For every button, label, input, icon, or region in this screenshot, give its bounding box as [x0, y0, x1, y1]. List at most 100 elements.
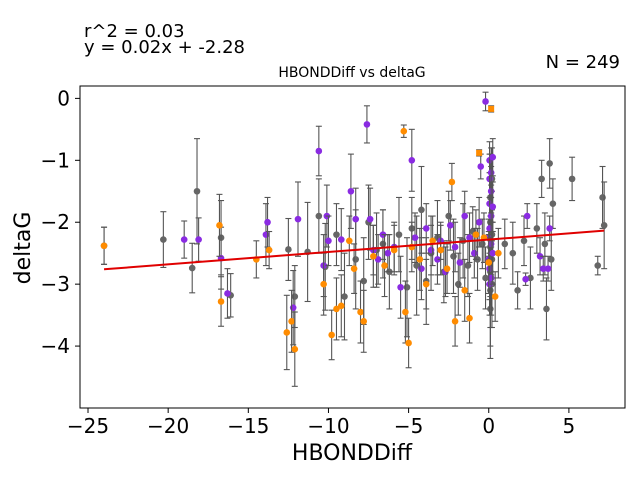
data-point [451, 243, 459, 251]
data-point-group [539, 255, 547, 282]
data-point [262, 231, 270, 238]
data-point-group [422, 258, 430, 310]
data-point [427, 246, 435, 254]
data-point [413, 262, 420, 269]
data-point-group [594, 255, 602, 276]
y-tick-label: 0 [57, 86, 70, 110]
data-point [536, 252, 544, 260]
data-point-group [304, 201, 311, 303]
data-point [328, 331, 335, 339]
data-point-group [416, 227, 424, 291]
plot-area [100, 91, 608, 387]
data-point [489, 153, 497, 161]
data-point-group [345, 215, 353, 267]
data-point [411, 234, 419, 242]
y-tick-label: −2 [41, 210, 70, 234]
data-point [283, 329, 291, 336]
data-point [479, 240, 486, 248]
data-point-group [544, 255, 552, 282]
data-point [546, 225, 553, 232]
data-point-group [451, 221, 459, 273]
data-point-group [488, 105, 495, 113]
data-point [289, 304, 297, 311]
data-point [445, 212, 452, 220]
data-point [509, 249, 517, 257]
data-point [285, 246, 292, 253]
data-point-group [427, 224, 435, 276]
data-point-group [538, 159, 545, 199]
data-point [188, 264, 196, 272]
data-point [486, 225, 493, 232]
data-point [341, 293, 348, 300]
data-point-group [320, 252, 327, 316]
data-point [495, 249, 502, 257]
data-point-group [160, 211, 167, 268]
data-point [400, 127, 408, 135]
x-tick-label: −15 [227, 414, 269, 438]
x-tick-label: −10 [307, 414, 349, 438]
data-point-group [253, 240, 260, 279]
data-point-group [352, 187, 360, 251]
data-point [482, 274, 489, 282]
data-point [288, 318, 295, 325]
fit-equation-label: y = 0.02x + -2.28 [84, 37, 245, 58]
data-point [325, 237, 332, 245]
data-point [539, 265, 547, 272]
data-point-group [333, 277, 340, 341]
data-point [544, 265, 552, 272]
data-point-group [390, 224, 398, 276]
data-point-group [370, 224, 377, 288]
data-point [448, 178, 456, 186]
data-point [482, 98, 489, 105]
data-point [594, 262, 602, 269]
data-point [533, 225, 541, 232]
data-point-group [363, 105, 371, 144]
data-point-group [193, 138, 201, 245]
data-point [333, 305, 340, 313]
data-point-group [288, 289, 295, 353]
data-point-group [357, 280, 364, 344]
data-point [397, 283, 404, 291]
data-point-group [195, 217, 202, 262]
data-point [446, 222, 454, 229]
data-point-group [443, 243, 451, 294]
data-point-group [485, 230, 493, 294]
data-point [395, 231, 403, 238]
data-point-group [403, 237, 411, 338]
x-tick-label: 5 [563, 414, 576, 438]
y-tick-label: −4 [41, 334, 70, 358]
data-point [464, 262, 472, 269]
data-point-group [337, 274, 345, 338]
data-point-group [381, 234, 388, 298]
x-tick-label: −5 [394, 414, 423, 438]
y-axis-label: deltaG [11, 212, 36, 285]
data-point-group [264, 196, 271, 248]
chart-title: HBONDDiff vs deltaG [278, 65, 425, 81]
data-point-group [599, 165, 606, 229]
data-point [461, 212, 469, 220]
data-point-group [224, 268, 231, 319]
data-point [224, 290, 231, 297]
data-point-group [360, 289, 368, 353]
data-point-group [188, 242, 196, 294]
data-point [337, 236, 345, 243]
data-point [418, 206, 425, 214]
data-point [195, 236, 202, 243]
data-point [599, 194, 606, 201]
data-point-group [397, 255, 404, 319]
data-point [466, 314, 473, 322]
data-point-group [405, 317, 412, 369]
data-point [491, 293, 499, 300]
data-point-group [437, 224, 444, 276]
data-point [501, 240, 509, 248]
data-point [422, 225, 430, 232]
x-tick-label: −25 [67, 414, 109, 438]
data-point [520, 237, 528, 245]
data-point [360, 318, 368, 325]
data-point [408, 157, 416, 164]
data-point [405, 339, 412, 347]
data-point-group [350, 243, 358, 294]
data-point-group [461, 258, 469, 322]
data-point-group [475, 196, 483, 248]
y-tick-label: −3 [41, 272, 70, 296]
